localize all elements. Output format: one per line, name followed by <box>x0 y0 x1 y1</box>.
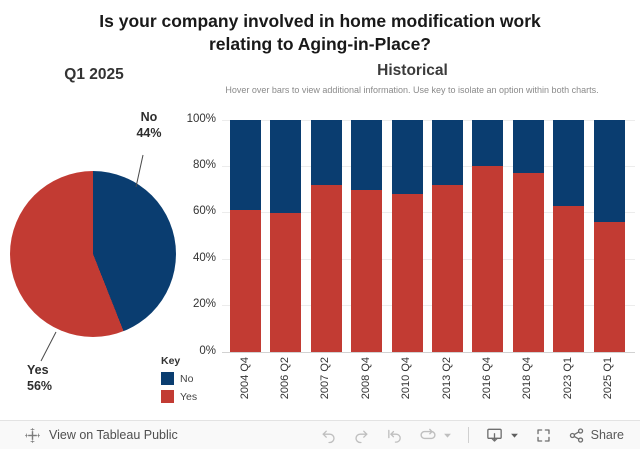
legend-item-label: No <box>180 372 194 385</box>
view-on-tableau-public-button[interactable]: View on Tableau Public <box>24 427 178 444</box>
bar-segment-yes[interactable] <box>432 184 463 352</box>
legend: Key No Yes <box>161 355 231 408</box>
bar-2025-q1[interactable] <box>593 120 625 352</box>
download-button[interactable] <box>485 426 504 445</box>
x-axis-tick-label: 2016 Q4 <box>480 357 493 400</box>
replay-button[interactable] <box>419 426 437 444</box>
tableau-logo-icon <box>24 427 41 444</box>
dashboard-title: Is your company involved in home modific… <box>0 10 640 56</box>
bar-segment-no[interactable] <box>391 120 423 195</box>
bar-2013-q2[interactable] <box>432 120 463 352</box>
view-on-tableau-public-label: View on Tableau Public <box>49 428 178 442</box>
bar-segment-no[interactable] <box>270 120 302 213</box>
gridline <box>222 165 635 167</box>
dashboard-title-line1: Is your company involved in home modific… <box>99 11 541 31</box>
toolbar-divider <box>467 427 469 443</box>
bar-segment-yes[interactable] <box>553 205 585 352</box>
bar-segment-no[interactable] <box>593 120 625 223</box>
bar-2016-q4[interactable] <box>472 120 504 352</box>
bar-segment-no[interactable] <box>432 120 463 185</box>
historical-panel-subtitle: Hover over bars to view additional infor… <box>225 85 599 95</box>
pie-chart[interactable] <box>10 171 176 337</box>
legend-color-chip <box>161 372 174 385</box>
redo-button[interactable] <box>353 427 370 444</box>
y-axis-tick-label: 80% <box>192 158 216 171</box>
bar-2007-q2[interactable] <box>310 120 342 352</box>
gridline <box>222 119 635 121</box>
bar-segment-no[interactable] <box>553 120 585 206</box>
bar-segment-yes[interactable] <box>391 194 423 352</box>
bar-segment-yes[interactable] <box>270 212 302 352</box>
replay-caret-down-icon[interactable] <box>443 431 452 440</box>
pie-callout-no-value: 44% <box>136 125 162 140</box>
x-axis-tick-label: 2008 Q4 <box>359 357 372 400</box>
bar-segment-yes[interactable] <box>310 184 342 352</box>
pie-callout-yes-label: Yes <box>27 363 49 377</box>
legend-item-yes[interactable]: Yes <box>161 390 231 403</box>
y-axis-tick-label: 0% <box>199 344 216 357</box>
x-axis-tick-label: 2010 Q4 <box>400 357 413 400</box>
x-axis-line <box>222 351 635 353</box>
share-label: Share <box>590 428 624 442</box>
y-axis-tick-label: 20% <box>192 298 216 311</box>
legend-item-label: Yes <box>180 390 198 403</box>
gridline <box>222 305 635 307</box>
pie-panel-title: Q1 2025 <box>64 66 124 83</box>
pie-callout-no-label: No <box>140 110 158 124</box>
bar-2010-q4[interactable] <box>391 120 423 352</box>
x-axis-tick-label: 2006 Q2 <box>278 357 291 400</box>
bar-2018-q4[interactable] <box>512 120 544 352</box>
bar-segment-yes[interactable] <box>472 166 504 352</box>
bar-segment-yes[interactable] <box>512 173 544 352</box>
bar-segment-no[interactable] <box>230 120 261 211</box>
bar-2004-q4[interactable] <box>230 120 261 352</box>
x-axis-tick-label: 2013 Q2 <box>440 357 453 400</box>
x-axis-tick-label: 2007 Q2 <box>319 357 332 400</box>
x-axis-tick-label: 2025 Q1 <box>602 357 615 400</box>
bar-2023-q1[interactable] <box>553 120 585 352</box>
gridline <box>222 212 635 214</box>
bar-segment-yes[interactable] <box>230 210 261 352</box>
legend-item-no[interactable]: No <box>161 372 231 385</box>
bar-2008-q4[interactable] <box>351 120 383 352</box>
legend-color-chip <box>161 390 174 403</box>
replay-button-group <box>419 426 452 444</box>
undo-button[interactable] <box>320 427 337 444</box>
dashboard-title-line2: relating to Aging-in-Place? <box>209 34 431 54</box>
fullscreen-button[interactable] <box>535 427 552 444</box>
bar-segment-no[interactable] <box>310 120 342 185</box>
share-button[interactable]: Share <box>568 427 624 444</box>
legend-title: Key <box>161 355 181 367</box>
bar-segment-no[interactable] <box>472 120 504 167</box>
download-button-group <box>485 426 519 445</box>
reset-button[interactable] <box>386 427 403 444</box>
bar-segment-no[interactable] <box>512 120 544 174</box>
x-axis-tick-label: 2023 Q1 <box>561 357 574 400</box>
tableau-embed-toolbar: View on Tableau Public <box>0 420 640 449</box>
toolbar-actions: Share <box>320 426 624 445</box>
x-axis-tick-label: 2018 Q4 <box>521 357 534 400</box>
gridline <box>222 258 635 260</box>
download-caret-down-icon[interactable] <box>510 431 519 440</box>
bar-segment-yes[interactable] <box>351 189 383 352</box>
bar-segment-no[interactable] <box>351 120 383 190</box>
x-axis-tick-label: 2004 Q4 <box>238 357 251 400</box>
historical-panel-title: Historical <box>377 62 448 79</box>
y-axis-tick-label: 100% <box>186 112 216 125</box>
share-icon <box>568 427 585 444</box>
bar-segment-yes[interactable] <box>593 222 625 352</box>
pie-callout-yes-value: 56% <box>27 378 53 393</box>
pie-callout-yes: Yes 56% <box>27 363 89 394</box>
pie-callout-no: No 44% <box>118 110 180 141</box>
bar-2006-q2[interactable] <box>270 120 302 352</box>
y-axis-tick-label: 60% <box>192 205 216 218</box>
y-axis-tick-label: 40% <box>192 251 216 264</box>
